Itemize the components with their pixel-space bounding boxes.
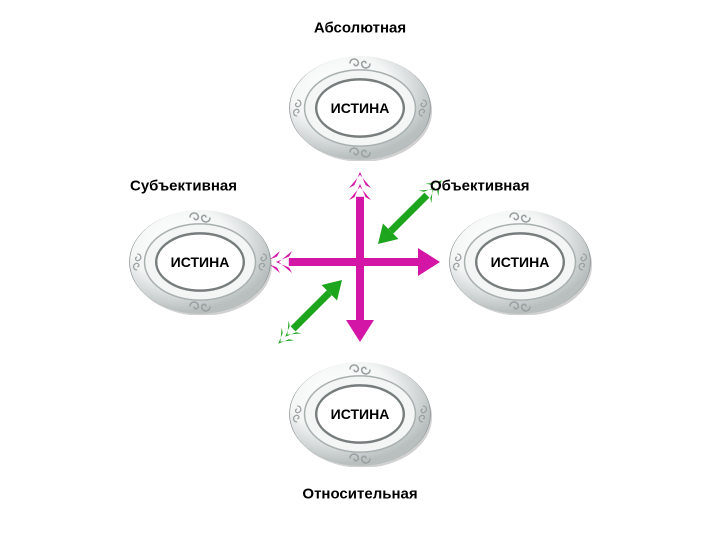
medallion-right-text: ИСТИНА (491, 254, 550, 270)
diagram-stage: ИСТИНА Абсолютная (0, 0, 720, 540)
medallion-bottom: ИСТИНА (287, 361, 433, 467)
medallion-left-text: ИСТИНА (171, 254, 230, 270)
medallion-right: ИСТИНА (447, 209, 593, 315)
medallion-top-text: ИСТИНА (331, 100, 390, 116)
medallion-left: ИСТИНА (127, 209, 273, 315)
label-left: Субъективная (130, 178, 237, 195)
arrow-magenta-right (264, 248, 440, 276)
arrow-magenta-down (346, 172, 374, 342)
medallion-top: ИСТИНА (287, 55, 433, 161)
medallion-bottom-text: ИСТИНА (331, 406, 390, 422)
arrow-green-down_left (278, 280, 342, 344)
label-top: Абсолютная (314, 20, 406, 37)
label-right: Объективная (430, 178, 529, 195)
label-bottom: Относительная (302, 486, 417, 503)
